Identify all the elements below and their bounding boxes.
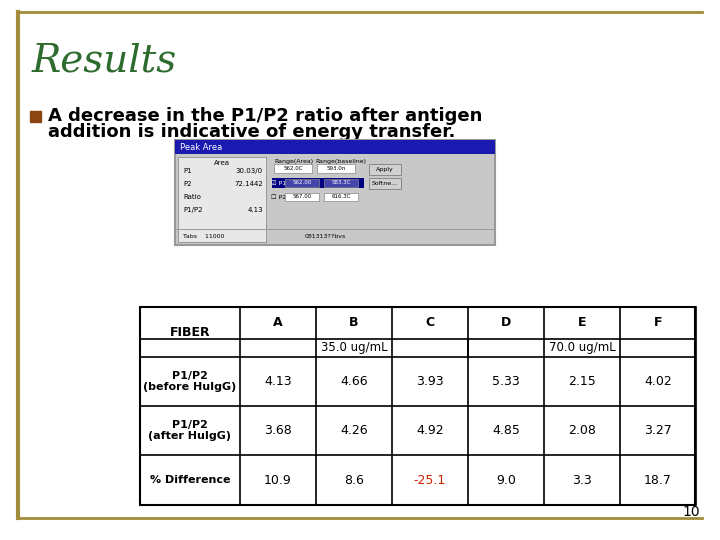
Text: % Difference: % Difference xyxy=(150,475,230,485)
Bar xyxy=(324,179,358,187)
Text: C: C xyxy=(426,316,435,329)
Bar xyxy=(369,164,401,175)
Text: 72.1442: 72.1442 xyxy=(234,181,263,187)
Text: 8.6: 8.6 xyxy=(344,474,364,487)
Text: 9.0: 9.0 xyxy=(496,474,516,487)
Text: P1/P2
(after HuIgG): P1/P2 (after HuIgG) xyxy=(148,420,232,441)
Text: ☑ P1: ☑ P1 xyxy=(271,180,286,186)
Bar xyxy=(178,157,266,242)
Bar xyxy=(317,164,355,173)
Text: -25.1: -25.1 xyxy=(414,474,446,487)
Text: 4.85: 4.85 xyxy=(492,424,520,437)
Bar xyxy=(175,140,495,154)
Text: 10.9: 10.9 xyxy=(264,474,292,487)
Bar xyxy=(30,111,41,122)
Bar xyxy=(285,193,319,201)
Text: Ratio: Ratio xyxy=(183,194,201,200)
Text: 567.00: 567.00 xyxy=(292,194,312,199)
Text: Range(baseline): Range(baseline) xyxy=(315,159,366,165)
Text: B: B xyxy=(349,316,359,329)
Text: Range(Area): Range(Area) xyxy=(274,159,314,165)
Text: 562.00: 562.00 xyxy=(292,180,312,186)
Text: 562.0C: 562.0C xyxy=(283,166,302,171)
Text: 583.3C: 583.3C xyxy=(331,180,351,186)
Text: Results: Results xyxy=(32,43,177,80)
Text: 70.0 ug/mL: 70.0 ug/mL xyxy=(549,341,616,354)
Bar xyxy=(324,193,358,201)
Text: 18.7: 18.7 xyxy=(644,474,672,487)
Text: Softne...: Softne... xyxy=(372,181,398,186)
Text: A: A xyxy=(273,316,283,329)
Text: 2.08: 2.08 xyxy=(568,424,596,437)
Text: 593.0n: 593.0n xyxy=(326,166,346,171)
Text: Tabs    11000: Tabs 11000 xyxy=(183,233,225,239)
Bar xyxy=(272,178,364,188)
Text: 5.33: 5.33 xyxy=(492,375,520,388)
Text: 3.3: 3.3 xyxy=(572,474,592,487)
Text: P1/P2: P1/P2 xyxy=(183,207,202,213)
Text: 10: 10 xyxy=(683,505,700,519)
Text: 4.92: 4.92 xyxy=(416,424,444,437)
Text: P1: P1 xyxy=(183,168,192,174)
Text: ☐ P2: ☐ P2 xyxy=(271,194,287,199)
Text: 30.03/0: 30.03/0 xyxy=(236,168,263,174)
Text: 3.93: 3.93 xyxy=(416,375,444,388)
Text: 4.02: 4.02 xyxy=(644,375,672,388)
Text: A decrease in the P1/P2 ratio after antigen: A decrease in the P1/P2 ratio after anti… xyxy=(48,107,482,125)
Bar xyxy=(140,307,695,505)
Text: Area: Area xyxy=(214,160,230,166)
Bar xyxy=(175,140,495,245)
Bar xyxy=(369,178,401,189)
Text: addition is indicative of energy transfer.: addition is indicative of energy transfe… xyxy=(48,123,455,141)
Text: Peak Area: Peak Area xyxy=(180,143,222,152)
Text: 081313??bvs: 081313??bvs xyxy=(305,233,346,239)
Text: P2: P2 xyxy=(183,181,192,187)
Text: 4.66: 4.66 xyxy=(340,375,368,388)
Text: FIBER: FIBER xyxy=(170,326,210,339)
Bar xyxy=(285,179,319,187)
Text: 4.26: 4.26 xyxy=(340,424,368,437)
Text: E: E xyxy=(577,316,586,329)
Text: D: D xyxy=(501,316,511,329)
Text: 3.27: 3.27 xyxy=(644,424,672,437)
Text: 4.13: 4.13 xyxy=(248,207,263,213)
Text: P1/P2
(before HuIgG): P1/P2 (before HuIgG) xyxy=(143,370,237,392)
Text: 4.13: 4.13 xyxy=(264,375,292,388)
Text: 2.15: 2.15 xyxy=(568,375,596,388)
Text: F: F xyxy=(654,316,662,329)
Text: 35.0 ug/mL: 35.0 ug/mL xyxy=(320,341,387,354)
Text: 616.3C: 616.3C xyxy=(331,194,351,199)
Text: Apply: Apply xyxy=(376,167,394,172)
Text: 3.68: 3.68 xyxy=(264,424,292,437)
Bar xyxy=(274,164,312,173)
